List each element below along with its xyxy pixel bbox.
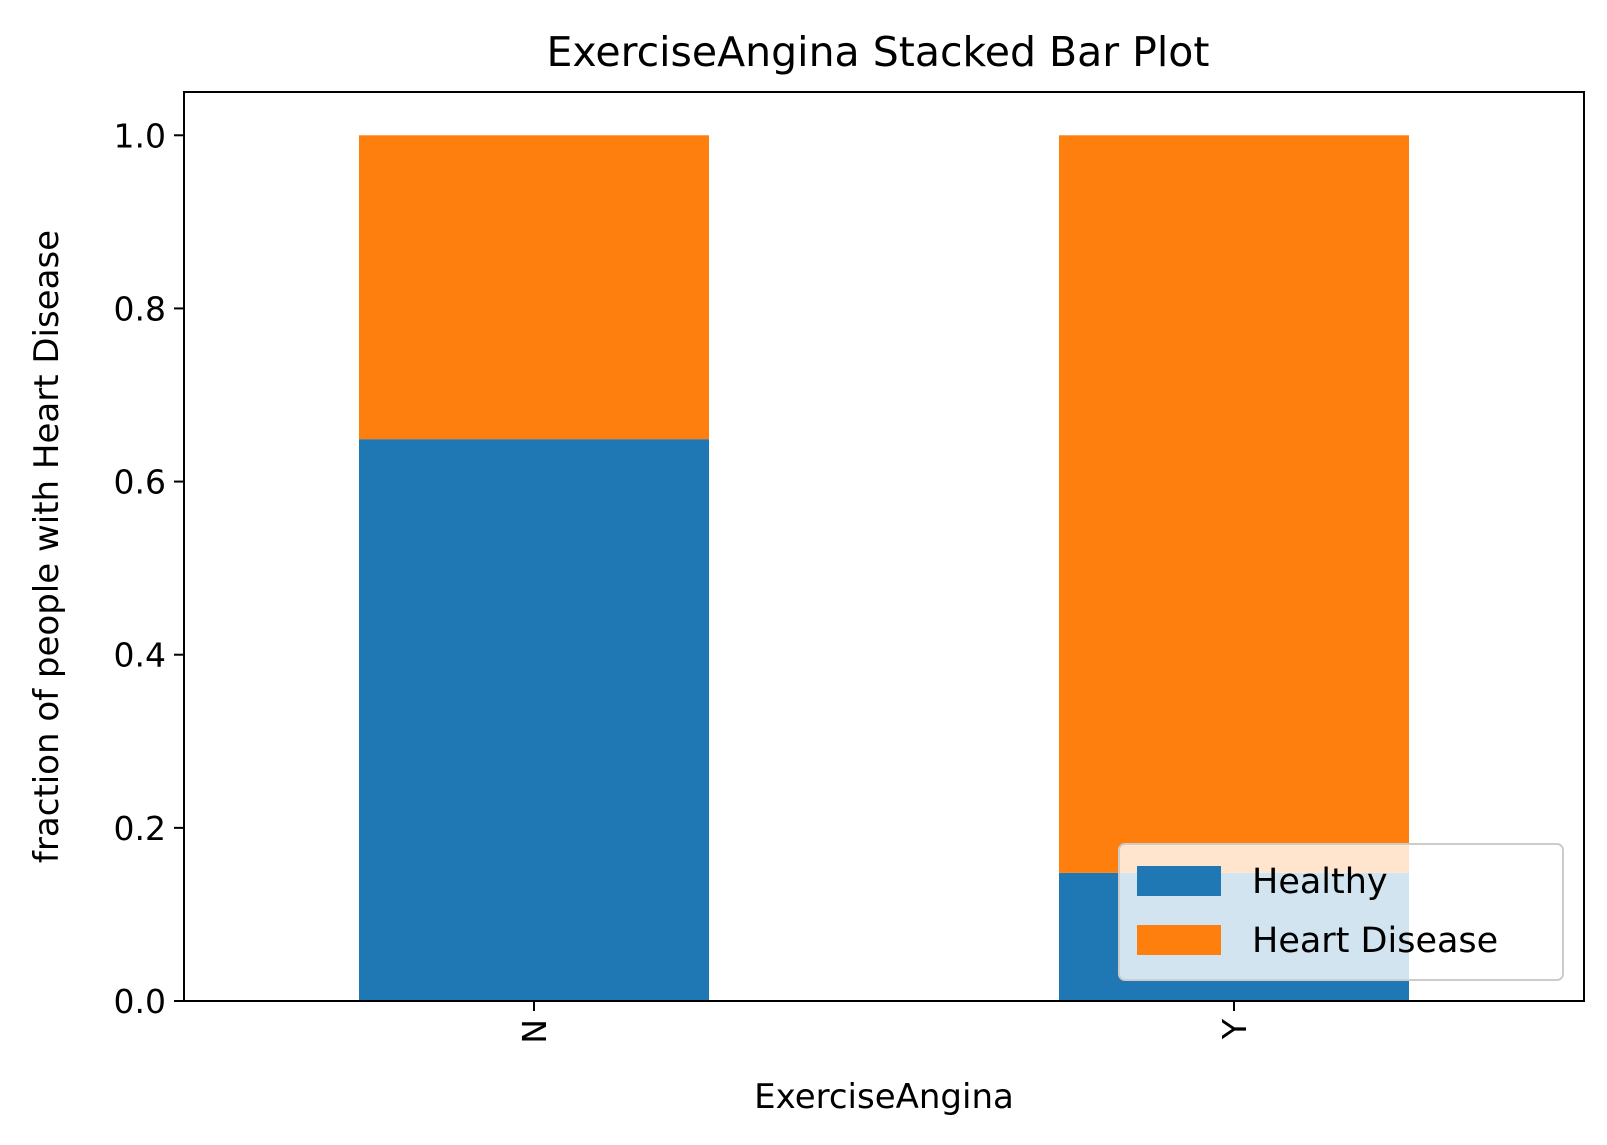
legend-label: Heart Disease [1252, 921, 1498, 961]
bar-N-series-0 [359, 439, 709, 1001]
x-tick-label: Y [1215, 1018, 1254, 1040]
y-axis-ticks: 0.0 0.2 0.4 0.6 0.8 1.0 [114, 116, 184, 1021]
plot-area-frame [183, 91, 1585, 1002]
legend-label: Healthy [1252, 862, 1388, 902]
legend: Healthy Heart Disease [1118, 843, 1564, 981]
legend-frame [1118, 843, 1564, 981]
x-tick-label: N [515, 1019, 554, 1044]
chart-title: ExerciseAngina Stacked Bar Plot [547, 28, 1210, 76]
y-tick-label: 0.2 [114, 809, 166, 848]
y-tick-label: 0.0 [114, 982, 166, 1021]
y-tick-label: 1.0 [114, 116, 166, 155]
bar-N-series-1 [359, 135, 709, 440]
legend-swatch [1137, 925, 1221, 955]
bar-Y-series-1 [1059, 135, 1409, 873]
y-tick-label: 0.4 [114, 636, 166, 675]
bars-group [359, 135, 1409, 1001]
y-axis-label: fraction of people with Heart Disease [27, 230, 67, 863]
y-tick-label: 0.6 [114, 463, 166, 502]
legend-swatch [1137, 866, 1221, 896]
y-tick-label: 0.8 [114, 289, 166, 328]
x-axis-label: ExerciseAngina [754, 1077, 1014, 1117]
